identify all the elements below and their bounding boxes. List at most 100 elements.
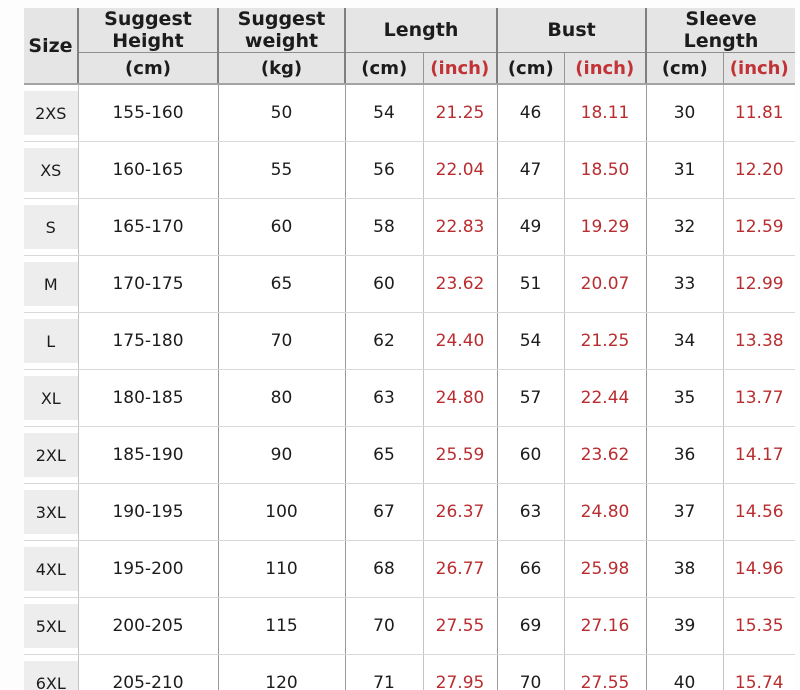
table-row: XL 180-185 80 63 24.80 57 22.44 35 13.77 — [24, 369, 796, 427]
cell-height-cm: 180-185 — [77, 369, 218, 427]
unit-header-sleeve-inch: (inch) — [722, 52, 796, 85]
size-tag: XS — [24, 148, 78, 192]
cell-weight-kg: 90 — [217, 426, 345, 484]
col-header-sleeve-length: Sleeve Length — [645, 8, 796, 53]
cell-sleeve-inch: 15.35 — [722, 597, 796, 655]
col-header-bust: Bust — [496, 8, 647, 53]
table-row: 4XL 195-200 110 68 26.77 66 25.98 38 14.… — [24, 540, 796, 598]
cell-bust-cm: 46 — [496, 84, 565, 142]
cell-bust-cm: 57 — [496, 369, 565, 427]
cell-sleeve-cm: 40 — [645, 654, 724, 690]
unit-header-height-cm: (cm) — [77, 52, 218, 85]
cell-size: 5XL — [24, 597, 78, 655]
size-tag: XL — [24, 376, 78, 420]
cell-length-cm: 71 — [344, 654, 423, 690]
size-tag: 4XL — [24, 547, 78, 591]
cell-length-inch: 21.25 — [422, 84, 498, 142]
cell-height-cm: 175-180 — [77, 312, 218, 370]
header-unit-row: (cm) (kg) (cm) (inch) (cm) (inch) (cm) (… — [24, 52, 796, 85]
size-tag: 2XL — [24, 433, 78, 477]
table-row: L 175-180 70 62 24.40 54 21.25 34 13.38 — [24, 312, 796, 370]
cell-height-cm: 205-210 — [77, 654, 218, 690]
cell-length-cm: 54 — [344, 84, 423, 142]
table-row: 2XS 155-160 50 54 21.25 46 18.11 30 11.8… — [24, 84, 796, 142]
cell-sleeve-cm: 32 — [645, 198, 724, 256]
cell-weight-kg: 80 — [217, 369, 345, 427]
cell-size: XS — [24, 141, 78, 199]
header-group-row: Size Suggest Height Suggest weight Lengt… — [24, 8, 796, 85]
cell-length-cm: 67 — [344, 483, 423, 541]
cell-bust-inch: 22.44 — [563, 369, 647, 427]
cell-size: 4XL — [24, 540, 78, 598]
cell-size: 2XL — [24, 426, 78, 484]
cell-height-cm: 200-205 — [77, 597, 218, 655]
size-tag: 5XL — [24, 604, 78, 648]
table-body: 2XS 155-160 50 54 21.25 46 18.11 30 11.8… — [24, 84, 796, 690]
table-row: 2XL 185-190 90 65 25.59 60 23.62 36 14.1… — [24, 426, 796, 484]
col-header-suggest-weight: Suggest weight — [217, 8, 345, 53]
cell-bust-inch: 27.16 — [563, 597, 647, 655]
cell-bust-inch: 24.80 — [563, 483, 647, 541]
unit-header-length-cm: (cm) — [344, 52, 423, 85]
cell-length-inch: 23.62 — [422, 255, 498, 313]
unit-header-length-inch: (inch) — [422, 52, 498, 85]
cell-sleeve-inch: 15.74 — [722, 654, 796, 690]
cell-sleeve-inch: 13.77 — [722, 369, 796, 427]
cell-length-cm: 60 — [344, 255, 423, 313]
cell-length-cm: 62 — [344, 312, 423, 370]
cell-sleeve-cm: 37 — [645, 483, 724, 541]
table-header: Size Suggest Height Suggest weight Lengt… — [24, 8, 796, 85]
cell-height-cm: 185-190 — [77, 426, 218, 484]
unit-header-sleeve-cm: (cm) — [645, 52, 724, 85]
table-row: 3XL 190-195 100 67 26.37 63 24.80 37 14.… — [24, 483, 796, 541]
cell-weight-kg: 120 — [217, 654, 345, 690]
unit-header-bust-cm: (cm) — [496, 52, 565, 85]
cell-length-cm: 68 — [344, 540, 423, 598]
cell-bust-inch: 20.07 — [563, 255, 647, 313]
cell-length-cm: 56 — [344, 141, 423, 199]
cell-bust-inch: 18.50 — [563, 141, 647, 199]
cell-bust-inch: 21.25 — [563, 312, 647, 370]
cell-sleeve-cm: 33 — [645, 255, 724, 313]
size-tag: 6XL — [24, 661, 78, 690]
cell-weight-kg: 60 — [217, 198, 345, 256]
cell-sleeve-inch: 13.38 — [722, 312, 796, 370]
cell-bust-cm: 51 — [496, 255, 565, 313]
size-tag: 3XL — [24, 490, 78, 534]
cell-weight-kg: 65 — [217, 255, 345, 313]
cell-bust-cm: 54 — [496, 312, 565, 370]
unit-header-bust-inch: (inch) — [563, 52, 647, 85]
size-tag: 2XS — [24, 91, 78, 135]
cell-sleeve-cm: 30 — [645, 84, 724, 142]
cell-size: S — [24, 198, 78, 256]
size-tag: L — [24, 319, 78, 363]
cell-sleeve-inch: 12.59 — [722, 198, 796, 256]
col-header-length: Length — [343, 8, 498, 53]
table-row: M 170-175 65 60 23.62 51 20.07 33 12.99 — [24, 255, 796, 313]
cell-size: 6XL — [24, 654, 78, 690]
cell-bust-cm: 70 — [496, 654, 565, 690]
cell-length-cm: 58 — [344, 198, 423, 256]
cell-bust-cm: 63 — [496, 483, 565, 541]
cell-length-inch: 26.77 — [422, 540, 498, 598]
cell-sleeve-inch: 14.96 — [722, 540, 796, 598]
cell-length-inch: 22.04 — [422, 141, 498, 199]
cell-bust-cm: 47 — [496, 141, 565, 199]
cell-bust-cm: 69 — [496, 597, 565, 655]
cell-sleeve-inch: 11.81 — [722, 84, 796, 142]
cell-bust-inch: 25.98 — [563, 540, 647, 598]
cell-sleeve-cm: 39 — [645, 597, 724, 655]
cell-size: 3XL — [24, 483, 78, 541]
cell-length-inch: 25.59 — [422, 426, 498, 484]
cell-bust-cm: 66 — [496, 540, 565, 598]
cell-sleeve-inch: 12.99 — [722, 255, 796, 313]
size-tag: M — [24, 262, 78, 306]
cell-weight-kg: 50 — [217, 84, 345, 142]
cell-bust-inch: 23.62 — [563, 426, 647, 484]
cell-weight-kg: 110 — [217, 540, 345, 598]
size-tag: S — [24, 205, 78, 249]
cell-height-cm: 170-175 — [77, 255, 218, 313]
table-row: 6XL 205-210 120 71 27.95 70 27.55 40 15.… — [24, 654, 796, 690]
cell-size: M — [24, 255, 78, 313]
